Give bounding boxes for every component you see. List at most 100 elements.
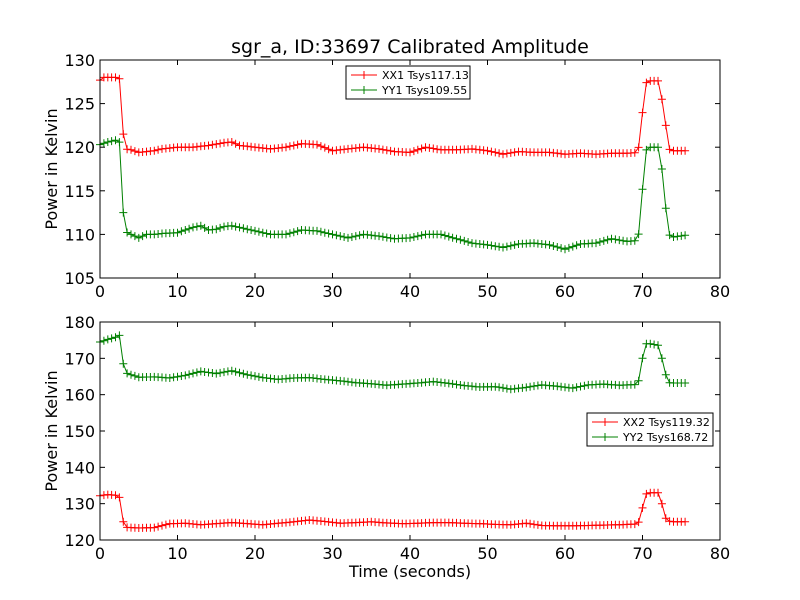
x-tick-label: 70 <box>632 544 652 563</box>
legend: XX2 Tsys119.32 YY2 Tsys168.72 <box>586 412 714 447</box>
data-point <box>483 146 492 155</box>
data-point <box>572 241 581 250</box>
data-point <box>324 145 333 154</box>
x-tick-label: 0 <box>95 282 105 301</box>
data-point <box>251 226 259 235</box>
data-point <box>502 242 511 251</box>
data-point <box>130 232 139 241</box>
data-point <box>103 138 112 146</box>
data-point <box>561 245 569 254</box>
y-axis-label: Power in Kelvin <box>42 108 61 229</box>
legend-label: YY1 Tsys109.55 <box>381 84 467 97</box>
data-point <box>429 144 438 153</box>
data-point <box>150 523 159 532</box>
data-point <box>553 243 562 251</box>
data-point <box>654 76 662 85</box>
data-point <box>243 225 252 234</box>
data-point <box>657 499 666 508</box>
data-point <box>417 231 426 240</box>
data-point <box>130 371 139 380</box>
data-point <box>293 140 302 149</box>
y-tick-label: 150 <box>64 422 95 441</box>
data-point <box>638 354 647 363</box>
data-point <box>657 165 666 173</box>
data-point <box>123 228 132 237</box>
y-tick-label: 125 <box>64 95 95 114</box>
data-point <box>444 232 453 241</box>
x-axis-label: Time (seconds) <box>348 562 471 581</box>
data-point <box>654 143 662 152</box>
data-point <box>258 228 267 237</box>
data-point <box>254 372 263 381</box>
data-point <box>173 228 182 237</box>
data-point <box>181 226 190 234</box>
data-point <box>227 138 236 146</box>
data-point <box>448 379 457 388</box>
y-tick-label: 170 <box>64 349 95 368</box>
data-point <box>495 149 504 158</box>
x-tick-label: 10 <box>167 282 187 301</box>
data-point <box>630 520 639 529</box>
data-point <box>123 369 132 378</box>
data-point <box>220 368 228 377</box>
data-point <box>293 227 302 236</box>
data-point <box>564 243 573 252</box>
data-point <box>378 232 387 241</box>
data-point <box>119 517 128 526</box>
data-point <box>580 381 589 390</box>
x-tick-label: 80 <box>710 544 730 563</box>
data-point <box>386 146 395 155</box>
data-point <box>216 139 225 148</box>
data-point <box>355 231 364 240</box>
y-tick-label: 120 <box>64 138 95 157</box>
data-point <box>506 241 515 250</box>
data-point <box>375 232 383 241</box>
data-point <box>320 228 329 237</box>
data-point <box>491 148 500 157</box>
data-point <box>681 231 690 240</box>
data-point <box>289 228 298 237</box>
data-point <box>483 240 492 249</box>
data-point <box>406 233 414 242</box>
data-point <box>119 130 128 139</box>
data-point <box>657 354 666 363</box>
data-point <box>251 372 259 381</box>
legend-marker <box>601 433 609 441</box>
data-point <box>235 223 244 232</box>
data-point <box>460 236 469 245</box>
data-point <box>134 233 143 242</box>
data-point <box>642 78 651 87</box>
data-point <box>619 236 628 245</box>
y-tick-label: 105 <box>64 269 95 288</box>
data-point <box>452 234 461 243</box>
data-point <box>111 491 120 500</box>
data-point <box>115 74 124 83</box>
data-point <box>320 143 329 152</box>
data-point <box>216 368 225 377</box>
data-point <box>119 208 128 217</box>
data-point <box>634 230 643 239</box>
data-point <box>316 142 325 151</box>
data-point <box>107 137 116 146</box>
data-point <box>456 235 465 244</box>
data-point <box>150 146 159 155</box>
data-point <box>526 519 535 528</box>
data-point <box>103 335 112 344</box>
y-tick-label: 140 <box>64 458 95 477</box>
data-point <box>189 223 197 232</box>
x-tick-label: 80 <box>710 282 730 301</box>
data-point <box>262 229 271 238</box>
data-point <box>235 368 244 377</box>
data-point <box>123 145 132 154</box>
data-point <box>607 234 616 243</box>
data-point <box>169 373 178 382</box>
y-tick-label: 130 <box>64 495 95 514</box>
data-point <box>413 145 422 154</box>
data-point <box>138 232 147 241</box>
x-tick-label: 30 <box>322 282 342 301</box>
data-point <box>208 369 217 377</box>
legend-marker <box>360 86 368 94</box>
chart-title: sgr_a, ID:33697 Calibrated Amplitude <box>231 36 589 58</box>
data-point <box>533 381 542 390</box>
data-point <box>665 231 674 240</box>
